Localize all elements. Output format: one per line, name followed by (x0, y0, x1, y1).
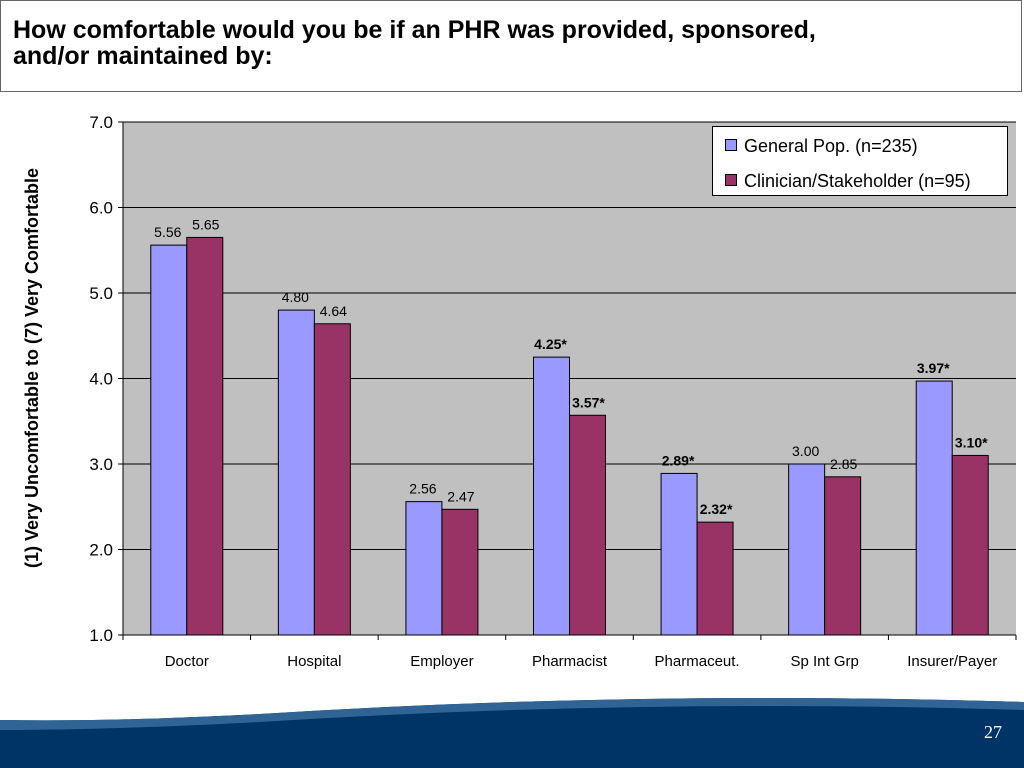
x-tick-label: Employer (410, 653, 473, 670)
data-label: 4.25* (534, 336, 567, 352)
data-label: 2.85 (830, 456, 857, 472)
x-tick-label: Doctor (165, 653, 209, 670)
bar-general-pop (788, 463, 826, 636)
y-tick-label: 2.0 (89, 541, 113, 560)
bar-general-pop (405, 501, 443, 636)
bar-general-pop (660, 472, 698, 636)
slide-title: How comfortable would you be if an PHR w… (13, 16, 816, 70)
data-label: 2.56 (409, 481, 436, 497)
bar-general-pop (277, 309, 315, 636)
x-tick-label: Pharmaceut. (655, 653, 740, 670)
legend-label-general-pop: General Pop. (n=235) (744, 136, 918, 156)
x-tick-label: Pharmacist (532, 653, 608, 670)
bar-clinician (951, 454, 989, 636)
y-tick-label: 6.0 (89, 199, 113, 218)
legend-item-clinician: Clinician/Stakeholder (n=95) (725, 170, 971, 192)
x-tick-label: Insurer/Payer (907, 653, 997, 670)
x-tick-label: Sp Int Grp (790, 653, 858, 670)
data-label: 3.00 (792, 443, 819, 459)
data-label: 2.89* (662, 452, 695, 468)
chart-legend: General Pop. (n=235) Clinician/Stakehold… (712, 126, 1008, 196)
bar-chart: 1.0 2.0 3.0 4.0 5.0 6.0 7.0 Doctor 5.56 5.65 Hospi… (89, 113, 1017, 670)
y-tick-label: 5.0 (89, 284, 113, 303)
y-tick-label: 7.0 (89, 113, 113, 132)
data-label: 5.56 (154, 224, 181, 240)
data-label: 3.10* (955, 434, 988, 450)
bar-clinician (696, 521, 734, 636)
bar-clinician (569, 414, 606, 636)
data-label: 2.32* (700, 501, 733, 517)
data-label: 4.80 (282, 289, 309, 305)
legend-label-clinician: Clinician/Stakeholder (n=95) (744, 171, 971, 191)
legend-swatch-clinician (725, 174, 737, 186)
data-label: 3.57* (572, 394, 605, 410)
legend-swatch-general-pop (725, 139, 737, 151)
bar-clinician (441, 508, 479, 636)
y-tick-label: 3.0 (89, 455, 113, 474)
data-label: 2.47 (447, 488, 474, 504)
footer-band (0, 688, 1024, 768)
bar-general-pop (150, 244, 188, 636)
footer-light-curve (0, 698, 1024, 730)
slide-title-box: How comfortable would you be if an PHR w… (0, 0, 1022, 92)
data-label: 5.65 (192, 216, 219, 232)
bar-clinician (824, 476, 862, 636)
bar-general-pop (915, 380, 953, 636)
bar-general-pop (533, 356, 570, 636)
bar-clinician (186, 236, 224, 636)
footer-white-curve (0, 688, 1024, 721)
y-tick-label: 1.0 (89, 626, 113, 645)
legend-item-general-pop: General Pop. (n=235) (725, 135, 918, 157)
x-tick-label: Hospital (287, 653, 341, 670)
page-number: 27 (984, 722, 1002, 742)
data-label: 4.64 (320, 303, 347, 319)
y-tick-label: 4.0 (89, 370, 113, 389)
bar-clinician (313, 323, 351, 636)
data-label: 3.97* (917, 360, 950, 376)
